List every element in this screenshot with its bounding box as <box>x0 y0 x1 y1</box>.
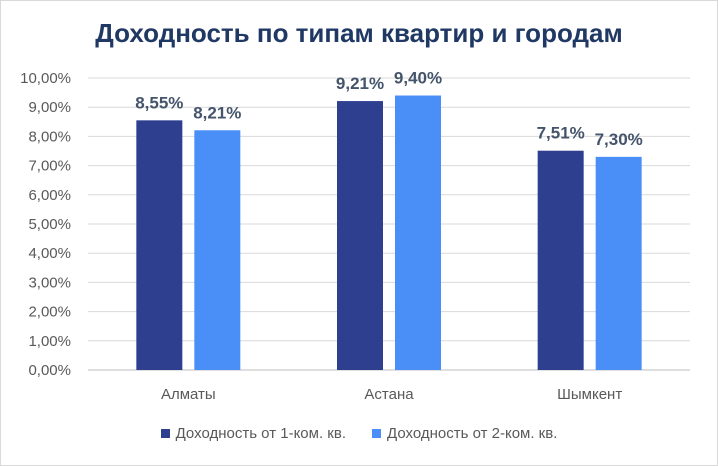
bar <box>537 150 584 370</box>
legend: Доходность от 1-ком. кв. Доходность от 2… <box>0 425 718 442</box>
y-axis-ticks: 0,00% 1,00% 2,00% 3,00% 4,00% 5,00% 6,00% 7,00%… <box>20 70 71 379</box>
y-tick-label: 3,00% <box>28 274 71 291</box>
bars <box>136 95 642 371</box>
bar <box>395 95 441 371</box>
data-label: 8,55% <box>135 93 183 112</box>
y-tick-label: 6,00% <box>28 187 71 204</box>
y-tick-label: 8,00% <box>28 128 71 145</box>
x-axis-categories: Алматы Астана Шымкент <box>161 386 622 403</box>
legend-item-series-2: Доходность от 2-ком. кв. <box>372 425 557 442</box>
x-category-label: Шымкент <box>557 386 622 403</box>
legend-swatch-series-1 <box>160 429 170 438</box>
bar <box>337 101 383 371</box>
legend-item-series-1: Доходность от 1-ком. кв. <box>160 425 346 442</box>
y-tick-label: 0,00% <box>28 362 71 379</box>
bar <box>595 156 642 370</box>
data-label: 7,51% <box>537 124 585 143</box>
y-tick-label: 7,00% <box>28 158 71 175</box>
y-tick-label: 1,00% <box>28 333 71 350</box>
gridlines <box>88 77 690 371</box>
data-label: 7,30% <box>595 130 643 149</box>
chart-title: Доходность по типам квартир и городам <box>95 18 623 48</box>
legend-label-series-1: Доходность от 1-ком. кв. <box>175 425 346 442</box>
bar <box>136 120 183 370</box>
y-tick-label: 5,00% <box>28 216 71 233</box>
y-tick-label: 4,00% <box>28 245 71 262</box>
y-tick-label: 9,00% <box>28 99 71 116</box>
legend-label-series-2: Доходность от 2-ком. кв. <box>387 425 558 442</box>
data-labels: 8,55% 8,21% 9,21% 9,40% 7,51% 7,30% <box>135 69 643 149</box>
legend-swatch-series-2 <box>372 429 381 438</box>
y-tick-label: 10,00% <box>20 70 71 87</box>
x-category-label: Алматы <box>161 386 216 403</box>
data-label: 9,40% <box>394 69 442 88</box>
data-label: 8,21% <box>193 103 241 122</box>
bar <box>194 130 241 370</box>
data-label: 9,21% <box>336 74 384 93</box>
x-category-label: Астана <box>364 386 414 403</box>
y-tick-label: 2,00% <box>28 304 71 321</box>
